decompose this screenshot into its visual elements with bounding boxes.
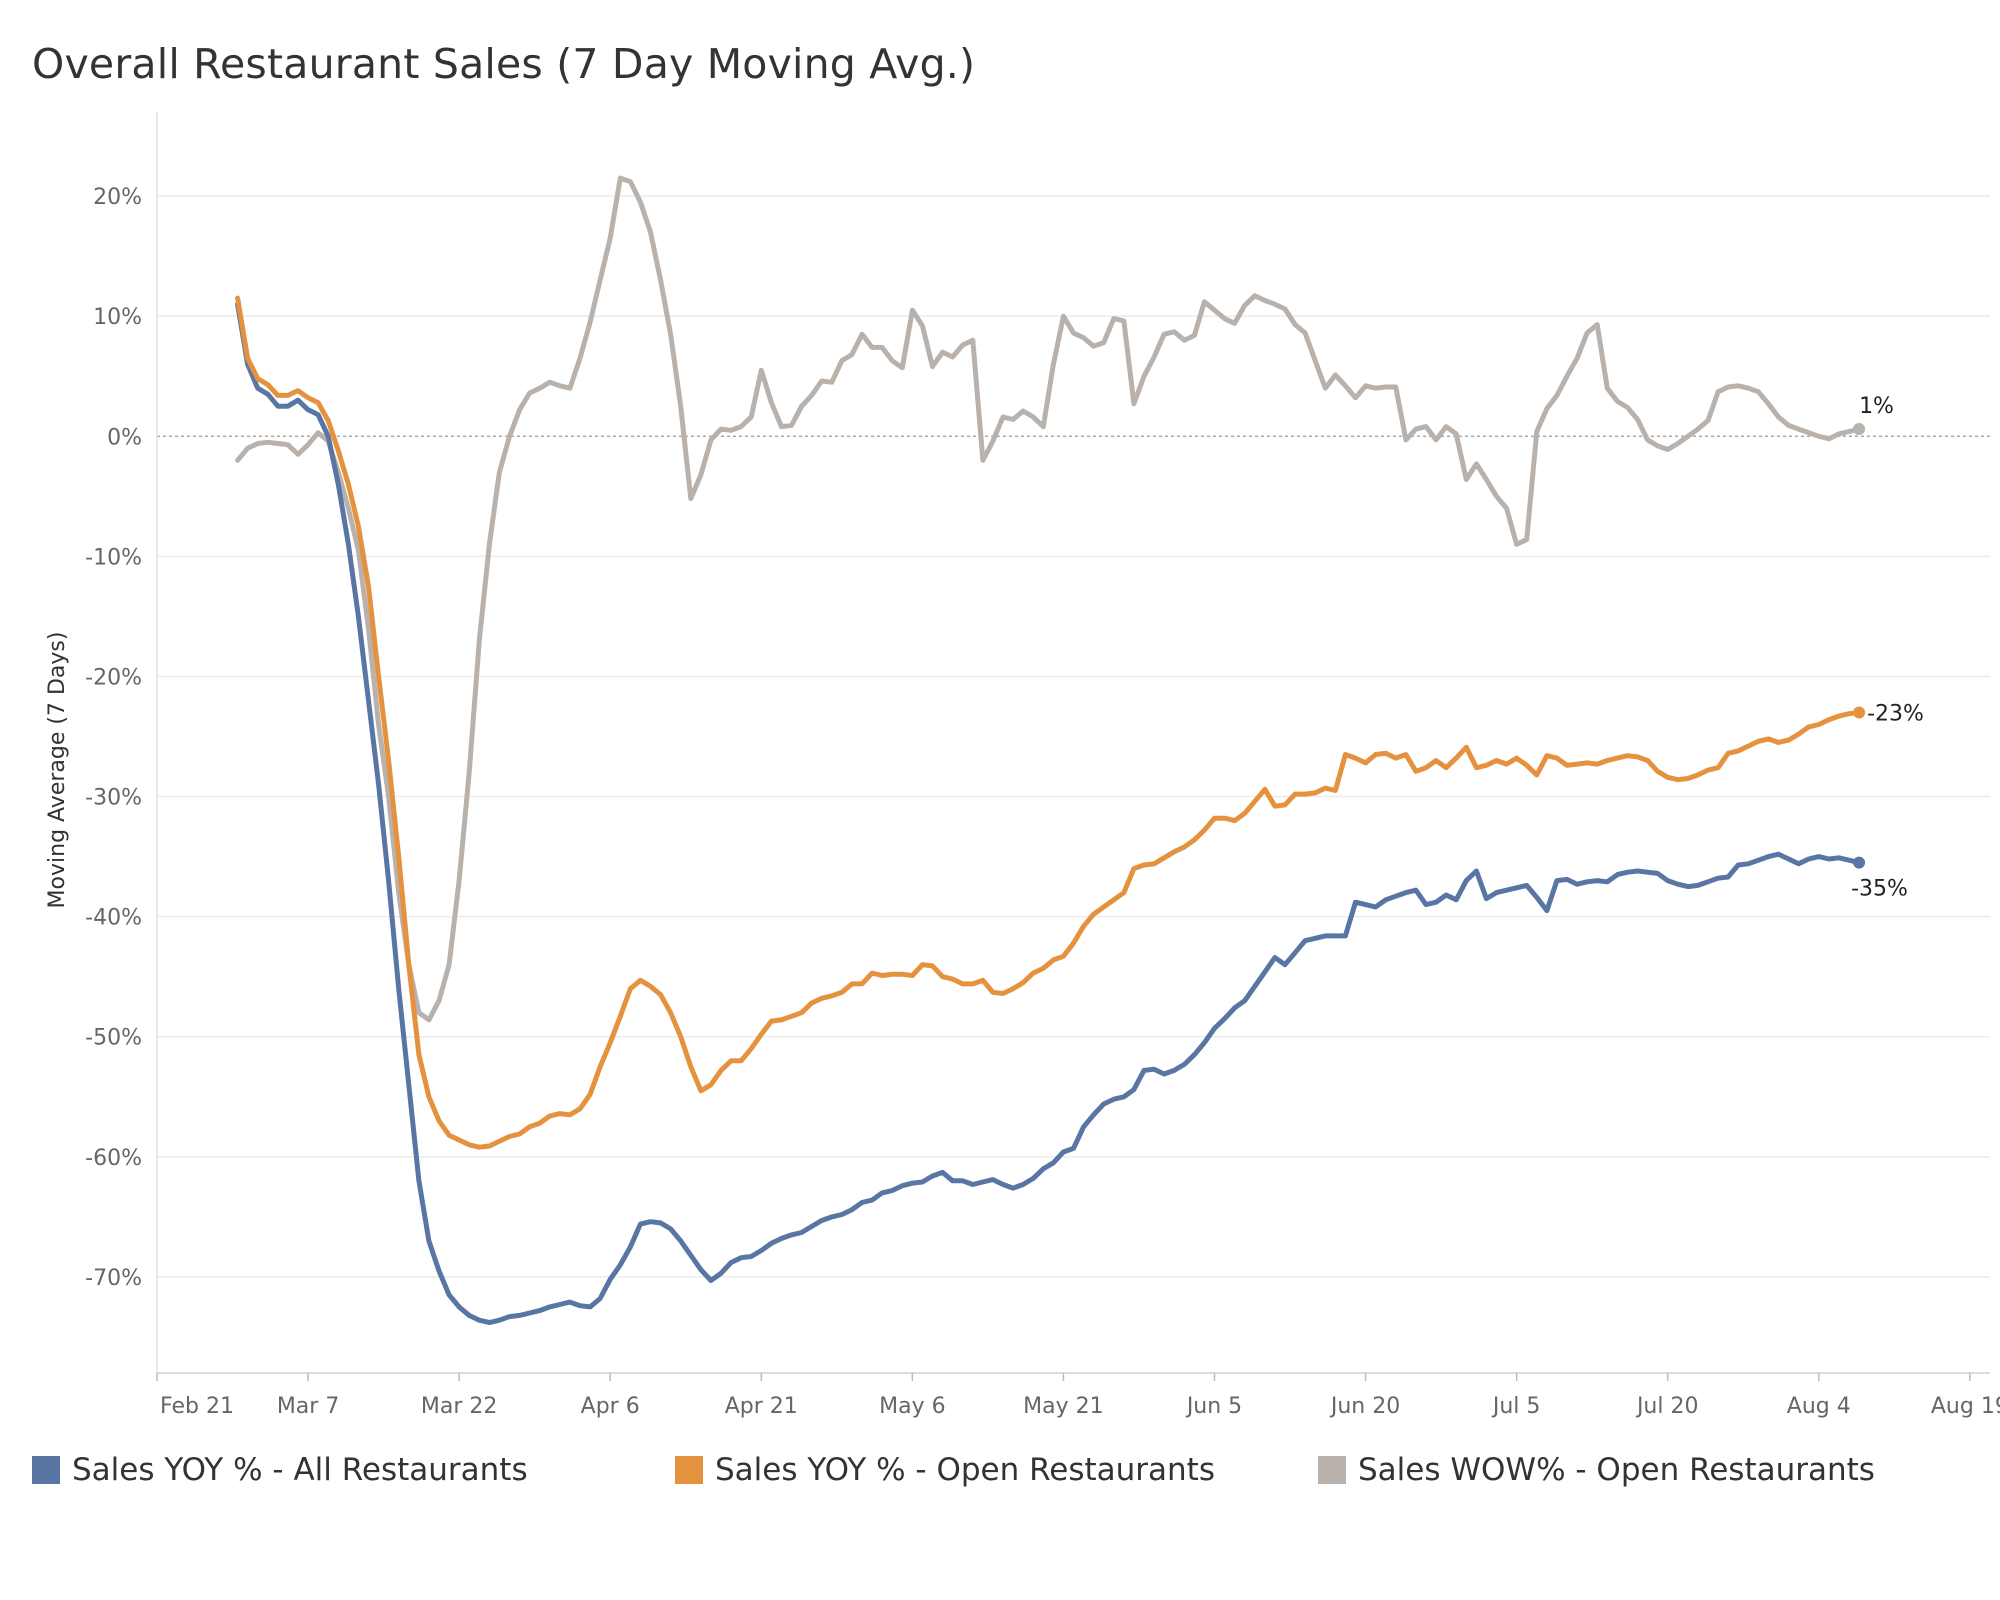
x-tick-label: May 21 — [1023, 1394, 1103, 1419]
legend-item-all-restaurants[interactable]: Sales YOY % - All Restaurants — [32, 1452, 528, 1488]
x-tick-label: Aug 4 — [1787, 1394, 1851, 1419]
legend: Sales YOY % - All Restaurants Sales YOY … — [0, 1452, 2000, 1502]
series-line-all-restaurants — [235, 301, 1862, 1326]
legend-item-open-restaurants-wow[interactable]: Sales WOW% - Open Restaurants — [1318, 1452, 1875, 1488]
x-tick-label: May 6 — [879, 1394, 945, 1419]
endpoint-marker-all-restaurants — [1853, 856, 1866, 869]
x-tick-label: Jul 20 — [1635, 1394, 1699, 1419]
y-tick-label: -50% — [85, 1026, 142, 1051]
series-endpoints: -35% -23% 1% — [1851, 394, 1924, 902]
legend-swatch — [32, 1456, 60, 1484]
gridlines — [157, 195, 1990, 1278]
line-chart: 20% 10% 0% -10% -20% -30% -40% -50% -60% -70% Feb… — [45, 112, 2000, 1419]
x-tick-label: Aug 19 — [1931, 1394, 2000, 1419]
legend-label: Sales YOY % - All Restaurants — [72, 1452, 528, 1488]
y-tick-label: -60% — [85, 1146, 142, 1171]
end-value-label-all-restaurants: -35% — [1851, 877, 1908, 902]
x-tick-label: Apr 21 — [725, 1394, 798, 1419]
series-lines — [235, 175, 1862, 1326]
legend-swatch — [1318, 1456, 1346, 1484]
end-value-label-open-restaurants-wow: 1% — [1859, 394, 1894, 419]
x-tick-label: Mar 22 — [421, 1394, 498, 1419]
x-tick-label: Jul 5 — [1491, 1394, 1541, 1419]
x-tick-label: Mar 7 — [277, 1394, 340, 1419]
y-tick-label: -20% — [85, 665, 142, 690]
y-tick-label: -70% — [85, 1266, 142, 1291]
legend-swatch — [675, 1456, 703, 1484]
legend-item-open-restaurants-yoy[interactable]: Sales YOY % - Open Restaurants — [675, 1452, 1215, 1488]
chart-title: Overall Restaurant Sales (7 Day Moving A… — [32, 40, 976, 88]
y-tick-label: 10% — [93, 305, 142, 330]
end-value-label-open-restaurants-yoy: -23% — [1867, 701, 1924, 726]
x-tick-label: Jun 20 — [1329, 1394, 1400, 1419]
series-line-open-restaurants-yoy — [235, 295, 1862, 1150]
endpoint-marker-open-restaurants-yoy — [1853, 706, 1866, 719]
legend-label: Sales WOW% - Open Restaurants — [1358, 1452, 1875, 1488]
y-axis-label: Moving Average (7 Days) — [45, 632, 70, 909]
x-tick-label: Feb 21 — [160, 1394, 234, 1419]
endpoint-marker-open-restaurants-wow — [1853, 423, 1866, 436]
x-axis-ticks: Feb 21 Mar 7 Mar 22 Apr 6 Apr 21 May 6 May 21 J… — [156, 1373, 2000, 1419]
y-tick-label: -30% — [85, 786, 142, 811]
axes — [156, 112, 1990, 1374]
series-line-open-restaurants-wow — [235, 175, 1862, 1023]
y-tick-label: -10% — [85, 545, 142, 570]
y-tick-label: 0% — [107, 425, 142, 450]
x-tick-label: Apr 6 — [581, 1394, 640, 1419]
legend-label: Sales YOY % - Open Restaurants — [715, 1452, 1215, 1488]
y-axis-ticks: 20% 10% 0% -10% -20% -30% -40% -50% -60% -70% — [85, 185, 142, 1291]
y-tick-label: -40% — [85, 906, 142, 931]
y-tick-label: 20% — [93, 185, 142, 210]
x-tick-label: Jun 5 — [1185, 1394, 1242, 1419]
